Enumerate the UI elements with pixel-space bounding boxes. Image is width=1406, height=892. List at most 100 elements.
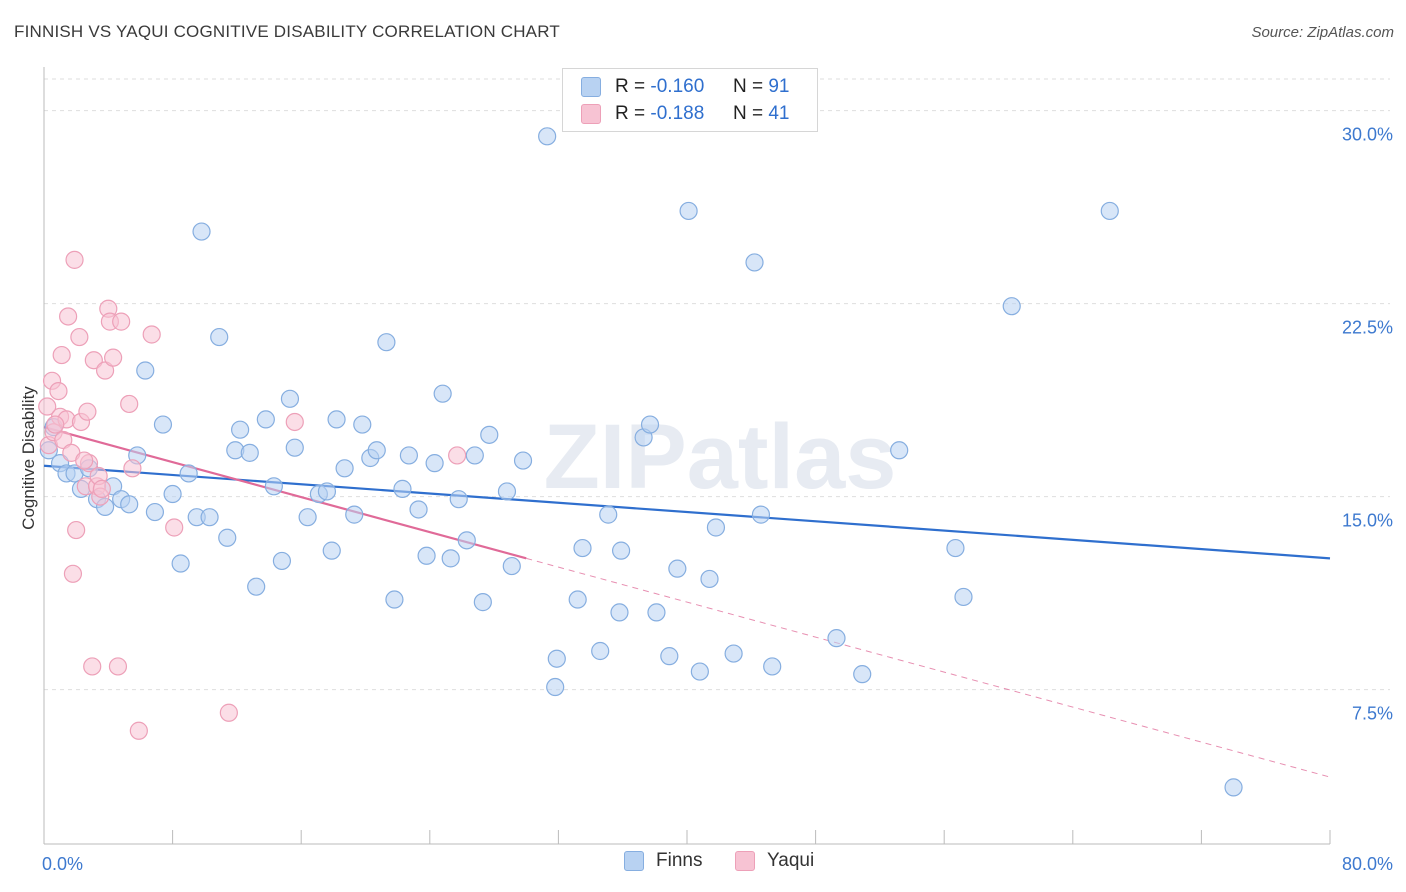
- finns-point: [690, 662, 709, 681]
- yaqui-r-value: -0.188: [650, 103, 705, 124]
- yaqui-point: [285, 412, 304, 432]
- finns-legend-label: Finns: [656, 850, 703, 871]
- finns-point: [353, 415, 372, 434]
- finns-point: [449, 490, 468, 509]
- finns-point: [724, 644, 743, 663]
- finns-point: [247, 577, 266, 596]
- finns-point: [153, 415, 173, 434]
- finns-point: [465, 446, 484, 465]
- yaqui-point: [120, 394, 139, 414]
- finns-point: [317, 482, 337, 501]
- yaqui-legend-label: Yaqui: [767, 850, 815, 871]
- yaqui-point: [219, 703, 238, 722]
- finns-point: [218, 528, 237, 547]
- yaqui-point: [165, 518, 184, 537]
- finns-point: [547, 649, 566, 668]
- source-label: Source: ZipAtlas.com: [1251, 24, 1394, 41]
- chart-title: FINNISH VS YAQUI COGNITIVE DISABILITY CO…: [14, 22, 560, 41]
- finns-point: [231, 420, 250, 439]
- yaqui-point: [83, 657, 102, 676]
- finns-point: [136, 361, 155, 380]
- yaqui-point: [38, 397, 57, 416]
- yaqui-point: [70, 327, 89, 347]
- finns-point: [210, 327, 229, 347]
- points-layer: [38, 109, 1243, 797]
- x-tick-label: 80.0%: [1342, 854, 1393, 874]
- yaqui-point: [78, 402, 97, 421]
- yaqui-n-value: 41: [768, 103, 790, 124]
- finns-point: [668, 559, 687, 578]
- legend-item-yaqui[interactable]: Yaqui: [735, 850, 814, 872]
- finns-point: [145, 502, 165, 522]
- finns-point: [647, 603, 666, 622]
- finns-point: [502, 556, 521, 576]
- finns-point: [853, 665, 872, 684]
- y-tick-label: 30.0%: [1342, 125, 1393, 145]
- yaqui-point: [75, 451, 94, 470]
- finns-point: [497, 482, 517, 501]
- yaqui-point: [46, 415, 65, 434]
- stats-legend: R = -0.160 N = 91 R = -0.188 N = 41: [562, 68, 818, 132]
- legend-row-finns: R = -0.160 N = 91: [581, 74, 789, 100]
- finns-point: [599, 505, 618, 524]
- finns-point: [335, 459, 354, 478]
- finns-point: [417, 546, 436, 565]
- finns-n-label: N =: [732, 76, 764, 97]
- finns-point: [573, 538, 592, 558]
- finns-point: [679, 201, 698, 221]
- yaqui-r-label: R =: [615, 103, 646, 124]
- finns-point: [457, 531, 476, 550]
- yaqui-point: [67, 520, 86, 540]
- yaqui-point: [129, 721, 148, 740]
- yaqui-point: [104, 348, 123, 367]
- finns-point: [441, 549, 460, 568]
- finns-point: [425, 454, 444, 473]
- finns-point: [409, 500, 428, 519]
- finns-point: [240, 443, 259, 462]
- yaqui-n-label: N =: [732, 103, 764, 124]
- finns-point: [385, 590, 404, 609]
- y-tick-label: 22.5%: [1342, 318, 1393, 338]
- finns-trend-line: [43, 464, 1331, 560]
- finns-point: [367, 441, 386, 460]
- legend-row-yaqui: R = -0.188 N = 41: [581, 101, 789, 127]
- yaqui-point: [63, 564, 83, 583]
- finns-point: [120, 495, 139, 514]
- legend-item-finns[interactable]: Finns: [624, 850, 702, 872]
- yaqui-point: [448, 446, 467, 465]
- yaqui-point: [54, 430, 73, 450]
- finns-point: [751, 505, 771, 524]
- yaqui-point: [92, 479, 111, 498]
- finns-point: [827, 629, 846, 648]
- yaqui-point: [142, 325, 161, 344]
- finns-point: [473, 593, 492, 612]
- x-tick-label: 0.0%: [42, 854, 83, 874]
- finns-point: [171, 554, 190, 573]
- yaqui-point: [123, 459, 142, 478]
- finns-point: [611, 541, 631, 560]
- finns-point: [706, 518, 726, 537]
- finns-point: [640, 415, 660, 434]
- finns-point: [322, 541, 341, 560]
- finns-point: [192, 222, 211, 241]
- finns-swatch: [581, 77, 601, 97]
- finns-point: [280, 389, 300, 408]
- yaqui-point: [49, 381, 68, 401]
- yaqui-point: [108, 657, 128, 676]
- finns-point: [285, 438, 304, 457]
- finns-point: [264, 477, 283, 496]
- finns-point: [377, 333, 396, 352]
- finns-point: [1100, 201, 1119, 221]
- finns-point: [700, 569, 719, 589]
- yaqui-point: [84, 351, 103, 370]
- finns-point: [480, 425, 499, 444]
- finns-point: [1224, 778, 1243, 797]
- series-legend: Finns Yaqui: [0, 850, 1406, 878]
- finns-point: [591, 641, 610, 661]
- finns-n-value: 91: [768, 76, 790, 97]
- finns-point: [433, 384, 452, 403]
- finns-point: [954, 587, 973, 607]
- yaqui-point: [95, 361, 115, 380]
- finns-point: [946, 538, 965, 558]
